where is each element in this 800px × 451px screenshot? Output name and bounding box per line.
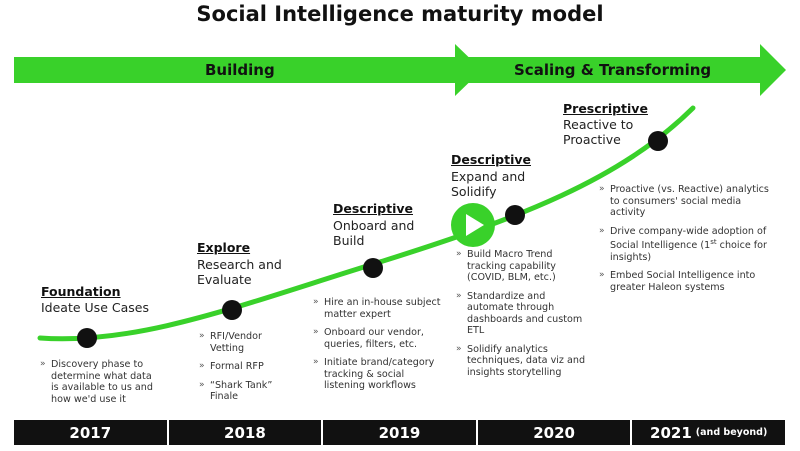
stage-subtitle-foundation: Ideate Use Cases xyxy=(41,300,149,315)
bullet-list-descriptive-expand: Build Macro Trend tracking capability (C… xyxy=(456,249,590,385)
milestone-dot-2020 xyxy=(505,205,525,225)
bullet-item: Hire an in-house subject matter expert xyxy=(313,297,441,320)
subtitle-line: Proactive xyxy=(563,132,621,147)
subtitle-line: Reactive to xyxy=(563,117,634,132)
play-icon xyxy=(466,214,484,236)
year-bar: 2017 2018 2019 2020 2021 (and beyond) xyxy=(14,420,785,445)
bullet-list-foundation: Discovery phase to determine what data i… xyxy=(40,359,160,412)
building-arrow xyxy=(14,44,482,96)
subtitle-line: Ideate Use Cases xyxy=(41,300,149,315)
subtitle-line: Onboard and xyxy=(333,218,415,233)
subtitle-line: Build xyxy=(333,233,365,248)
bullet-item: Formal RFP xyxy=(199,361,299,373)
milestone-dot-2018 xyxy=(222,300,242,320)
bullet-list-prescriptive: Proactive (vs. Reactive) analytics to co… xyxy=(599,184,769,300)
bullet-item: Standardize and automate through dashboa… xyxy=(456,291,590,337)
bullet-item: Proactive (vs. Reactive) analytics to co… xyxy=(599,184,769,219)
year-cell-2018: 2018 xyxy=(168,420,324,445)
milestone-dot-2021 xyxy=(648,131,668,151)
milestone-dot-2019 xyxy=(363,258,383,278)
stage-heading-foundation: Foundation xyxy=(41,284,121,299)
stage-heading-descriptive-onboard: Descriptive xyxy=(333,201,413,216)
bullet-item: Embed Social Intelligence into greater H… xyxy=(599,270,769,293)
subtitle-line: Solidify xyxy=(451,184,497,199)
bullet-item: Drive company-wide adoption of Social In… xyxy=(599,226,769,264)
stage-subtitle-prescriptive: Reactive to Proactive xyxy=(563,117,633,147)
stage-heading-explore: Explore xyxy=(197,240,251,255)
bullet-item: Onboard our vendor, queries, filters, et… xyxy=(313,327,441,350)
subtitle-line: Research and xyxy=(197,257,282,272)
bullet-item: Discovery phase to determine what data i… xyxy=(40,359,160,405)
stage-subtitle-explore: Research and Evaluate xyxy=(197,257,282,287)
bullet-list-explore: RFI/Vendor Vetting Formal RFP “Shark Tan… xyxy=(199,331,299,410)
bullet-item: RFI/Vendor Vetting xyxy=(199,331,299,354)
stage-heading-prescriptive: Prescriptive xyxy=(563,101,648,116)
year-cell-2021: 2021 (and beyond) xyxy=(632,420,785,445)
bullet-item: Solidify analytics techniques, data viz … xyxy=(456,344,590,379)
bullet-item: Build Macro Trend tracking capability (C… xyxy=(456,249,590,284)
phase-label-scaling: Scaling & Transforming xyxy=(514,61,712,79)
scaling-arrow xyxy=(466,44,786,96)
year-cell-2019: 2019 xyxy=(323,420,478,445)
subtitle-line: Evaluate xyxy=(197,272,252,287)
year-note: (and beyond) xyxy=(695,427,768,438)
bullet-list-descriptive-onboard: Hire an in-house subject matter expert O… xyxy=(313,297,441,399)
page-title: Social Intelligence maturity model xyxy=(196,2,604,26)
stage-heading-descriptive-expand: Descriptive xyxy=(451,152,531,167)
play-button[interactable] xyxy=(451,203,495,247)
year-cell-2020: 2020 xyxy=(477,420,633,445)
stage-subtitle-descriptive-onboard: Onboard and Build xyxy=(333,218,414,248)
bullet-item: “Shark Tank” Finale xyxy=(199,380,299,403)
stage-subtitle-descriptive-expand: Expand and Solidify xyxy=(451,169,525,199)
year-cell-2017: 2017 xyxy=(14,420,169,445)
milestone-dot-2017 xyxy=(77,328,97,348)
subtitle-line: Expand and xyxy=(451,169,526,184)
bullet-item: Initiate brand/category tracking & socia… xyxy=(313,357,441,392)
phase-label-building: Building xyxy=(205,61,275,79)
